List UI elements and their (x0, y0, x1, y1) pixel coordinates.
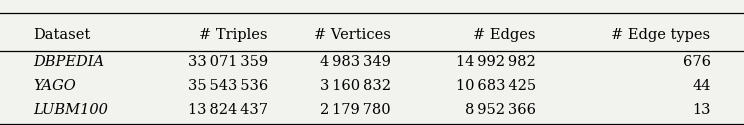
Text: 3 160 832: 3 160 832 (320, 79, 391, 93)
Text: # Edges: # Edges (473, 28, 536, 42)
Text: # Edge types: # Edge types (612, 28, 711, 42)
Text: 33 071 359: 33 071 359 (187, 56, 268, 70)
Text: LUBM100: LUBM100 (33, 103, 109, 117)
Text: 4 983 349: 4 983 349 (320, 56, 391, 70)
Text: 8 952 366: 8 952 366 (465, 103, 536, 117)
Text: 44: 44 (692, 79, 711, 93)
Text: Dataset: Dataset (33, 28, 91, 42)
Text: 13: 13 (692, 103, 711, 117)
Text: 35 543 536: 35 543 536 (187, 79, 268, 93)
Text: 676: 676 (682, 56, 711, 70)
Text: DBPEDIA: DBPEDIA (33, 56, 105, 70)
Text: # Triples: # Triples (199, 28, 268, 42)
Text: 13 824 437: 13 824 437 (187, 103, 268, 117)
Text: 14 992 982: 14 992 982 (456, 56, 536, 70)
Text: # Vertices: # Vertices (314, 28, 391, 42)
Text: 2 179 780: 2 179 780 (320, 103, 391, 117)
Text: 10 683 425: 10 683 425 (455, 79, 536, 93)
Text: YAGO: YAGO (33, 79, 76, 93)
